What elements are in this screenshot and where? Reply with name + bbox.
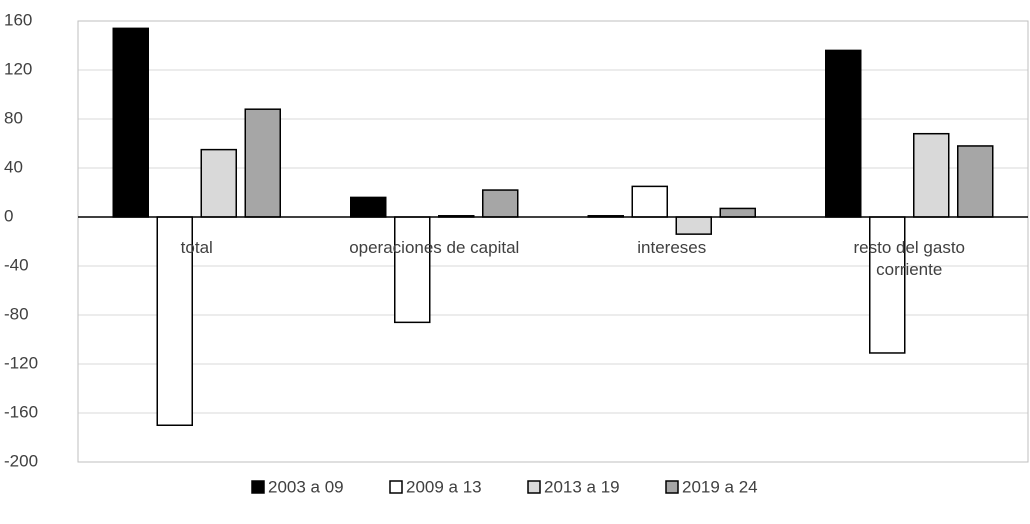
bar: [869, 216, 906, 354]
x-tick-label: total: [180, 238, 213, 257]
legend-swatch: [389, 480, 403, 494]
bar: [482, 189, 519, 218]
legend-swatch: [665, 480, 679, 494]
category-label-box: operaciones de capital: [349, 238, 520, 257]
legend-label: 2013 a 19: [544, 477, 620, 496]
y-tick-label: -120: [4, 353, 38, 372]
category-label-box: total: [180, 238, 213, 257]
y-tick-label: 120: [4, 59, 32, 78]
bar: [825, 49, 862, 218]
y-tick-label: 80: [4, 108, 23, 127]
bar: [350, 196, 387, 218]
bar: [675, 216, 712, 235]
y-tick-label: 40: [4, 157, 23, 176]
y-tick-label: -40: [4, 255, 29, 274]
bar: [719, 207, 756, 218]
y-tick-label: 160: [4, 10, 32, 29]
y-tick-label: -80: [4, 304, 29, 323]
x-tick-label: intereses: [637, 238, 707, 257]
legend-swatch: [251, 480, 265, 494]
y-tick-label: -160: [4, 402, 38, 421]
x-tick-label: operaciones de capital: [349, 238, 520, 257]
legend-swatch: [527, 480, 541, 494]
legend-label: 2003 a 09: [268, 477, 344, 496]
legend-label: 2009 a 13: [406, 477, 482, 496]
bar: [156, 216, 193, 426]
bar: [394, 216, 431, 324]
plot-frame: [77, 20, 1029, 463]
y-tick-label: -200: [4, 451, 38, 470]
bar: [957, 145, 994, 218]
bar: [913, 132, 950, 218]
legend-label: 2019 a 24: [682, 477, 758, 496]
bar: [631, 185, 668, 218]
y-tick-label: 0: [4, 206, 13, 225]
category-label-box: resto del gasto corriente: [853, 238, 965, 279]
category-label-box: intereses: [637, 238, 707, 257]
bar: [244, 108, 281, 218]
bar: [200, 148, 237, 218]
bar: [112, 27, 149, 218]
x-tick-label: resto del gasto corriente: [853, 238, 965, 279]
